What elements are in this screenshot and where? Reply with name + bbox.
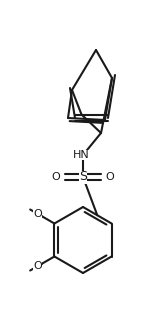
- Text: S: S: [79, 171, 87, 184]
- Text: O: O: [33, 261, 42, 271]
- Text: O: O: [52, 172, 60, 182]
- Text: O: O: [33, 209, 42, 219]
- Text: O: O: [106, 172, 114, 182]
- Text: HN: HN: [73, 150, 89, 160]
